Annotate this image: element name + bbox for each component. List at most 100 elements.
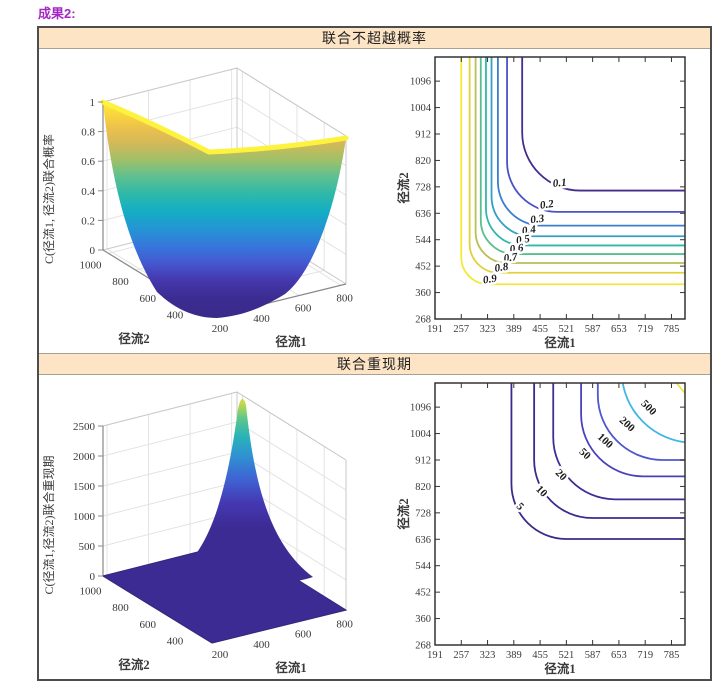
svg-text:653: 653 [611, 324, 627, 335]
surface-xlabel: 径流1 [275, 660, 306, 675]
svg-text:2000: 2000 [73, 451, 96, 463]
svg-text:800: 800 [336, 292, 353, 304]
svg-text:521: 521 [558, 650, 574, 661]
svg-text:1096: 1096 [410, 77, 431, 88]
contour-ylabel: 径流2 [397, 498, 411, 529]
svg-text:323: 323 [480, 324, 496, 335]
svg-text:191: 191 [427, 324, 443, 335]
svg-text:0: 0 [90, 245, 96, 257]
contour-label-5: 5 [514, 501, 527, 514]
section-title-bar-joint-probability: 联合不超越概率 [39, 28, 710, 49]
svg-text:719: 719 [637, 324, 653, 335]
svg-text:1096: 1096 [410, 403, 431, 414]
surface-ylabel: 径流2 [118, 657, 149, 672]
svg-text:636: 636 [415, 209, 431, 220]
svg-text:0.6: 0.6 [81, 156, 95, 168]
contour-line-0.5 [485, 57, 685, 247]
contour-label-0.1: 0.1 [552, 177, 567, 190]
svg-text:1: 1 [90, 97, 96, 109]
contour-line-20 [552, 383, 685, 501]
svg-text:360: 360 [415, 614, 431, 625]
svg-text:389: 389 [506, 324, 522, 335]
svg-text:587: 587 [585, 324, 601, 335]
contour-label-0.3: 0.3 [530, 213, 546, 227]
svg-text:600: 600 [295, 303, 312, 315]
surface-zlabel: C(径流1,径流2)联合重现期 [41, 456, 56, 595]
return-period-row: 0 500 1000 1500 2000 2500 200 400 600 800 400 600 80… [39, 375, 710, 679]
svg-text:1004: 1004 [410, 429, 432, 440]
svg-text:1000: 1000 [79, 259, 102, 271]
svg-text:360: 360 [415, 288, 431, 299]
svg-text:268: 268 [415, 641, 431, 652]
svg-text:820: 820 [415, 156, 431, 167]
svg-text:544: 544 [415, 561, 432, 572]
svg-text:400: 400 [253, 639, 270, 651]
svg-text:785: 785 [664, 324, 680, 335]
svg-text:785: 785 [664, 650, 680, 661]
section-title-bar-return-period: 联合重现期 [39, 353, 710, 375]
contour-label-0.2: 0.2 [539, 198, 555, 212]
svg-text:500: 500 [79, 541, 96, 553]
surface-plot-return-period: 0 500 1000 1500 2000 2500 200 400 600 800 400 600 80… [39, 375, 397, 679]
contour-xlabel: 径流1 [544, 335, 575, 350]
svg-text:323: 323 [480, 650, 496, 661]
results-table: 联合不超越概率 0 0.2 0.4 0.6 0.8 1 200 400 600 800 400 600… [37, 26, 712, 681]
contour-label-0.7: 0.7 [503, 251, 519, 265]
svg-text:912: 912 [415, 129, 431, 140]
surface-zlabel: C(径流1, 径流2)联合概率 [41, 134, 56, 264]
contour-plot-joint-probability: 0.1 0.2 0.3 0.4 0.5 0.6 0.7 0.8 0.9 191 257 323 389 4… [397, 49, 710, 353]
svg-text:191: 191 [427, 650, 443, 661]
svg-text:1000: 1000 [73, 511, 96, 523]
svg-text:0.8: 0.8 [81, 127, 95, 139]
contour-line-0.2 [506, 57, 685, 213]
svg-text:268: 268 [415, 315, 431, 326]
contour-line-100 [596, 383, 685, 461]
result-label: 成果2: [38, 6, 76, 21]
contour-label-0.6: 0.6 [509, 242, 525, 256]
contour-line-0.1 [521, 57, 685, 192]
joint-probability-row: 0 0.2 0.4 0.6 0.8 1 200 400 600 800 400 600 800 1000 径… [39, 49, 710, 353]
svg-text:400: 400 [167, 310, 184, 322]
svg-text:800: 800 [112, 276, 129, 288]
section-title-return-period: 联合重现期 [337, 358, 412, 373]
surface-ridge [100, 99, 349, 155]
contour-ylabel: 径流2 [397, 172, 411, 203]
svg-text:800: 800 [112, 602, 129, 614]
contour-plot-return-period: 5 10 20 50 100 200 500 191 257 323 389 455 521 587 653… [397, 375, 710, 679]
svg-text:455: 455 [532, 650, 548, 661]
surface-plot-joint-probability: 0 0.2 0.4 0.6 0.8 1 200 400 600 800 400 600 800 1000 径… [39, 49, 397, 353]
svg-text:820: 820 [415, 482, 431, 493]
surface-ylabel: 径流2 [118, 331, 149, 346]
svg-text:0.4: 0.4 [81, 186, 95, 198]
contour-line-0.4 [490, 57, 685, 238]
svg-text:0: 0 [90, 571, 96, 583]
surface-valley [103, 102, 346, 318]
svg-text:600: 600 [139, 293, 156, 305]
contour-label-0.8: 0.8 [494, 261, 510, 275]
contour-label-0.5: 0.5 [515, 233, 531, 247]
contour-line-0.6 [479, 57, 685, 255]
svg-text:600: 600 [139, 619, 156, 631]
svg-text:452: 452 [415, 588, 431, 599]
contour-line-5 [510, 383, 685, 540]
contour-line-50 [580, 383, 685, 478]
svg-text:600: 600 [295, 629, 312, 641]
svg-text:587: 587 [585, 650, 601, 661]
surface-spike [177, 398, 313, 585]
svg-text:1004: 1004 [410, 103, 432, 114]
svg-text:719: 719 [637, 650, 653, 661]
contour-xlabel: 径流1 [544, 661, 575, 676]
svg-text:653: 653 [611, 650, 627, 661]
svg-text:521: 521 [558, 324, 574, 335]
svg-text:200: 200 [212, 649, 229, 661]
svg-text:389: 389 [506, 650, 522, 661]
contour-label-500: 500 [638, 398, 659, 419]
contour-label-0.4: 0.4 [521, 223, 537, 237]
surface-xlabel: 径流1 [275, 334, 306, 349]
svg-text:257: 257 [453, 650, 469, 661]
svg-text:728: 728 [415, 182, 431, 193]
svg-text:728: 728 [415, 508, 431, 519]
section-title-joint-probability: 联合不超越概率 [322, 32, 427, 47]
svg-text:912: 912 [415, 455, 431, 466]
